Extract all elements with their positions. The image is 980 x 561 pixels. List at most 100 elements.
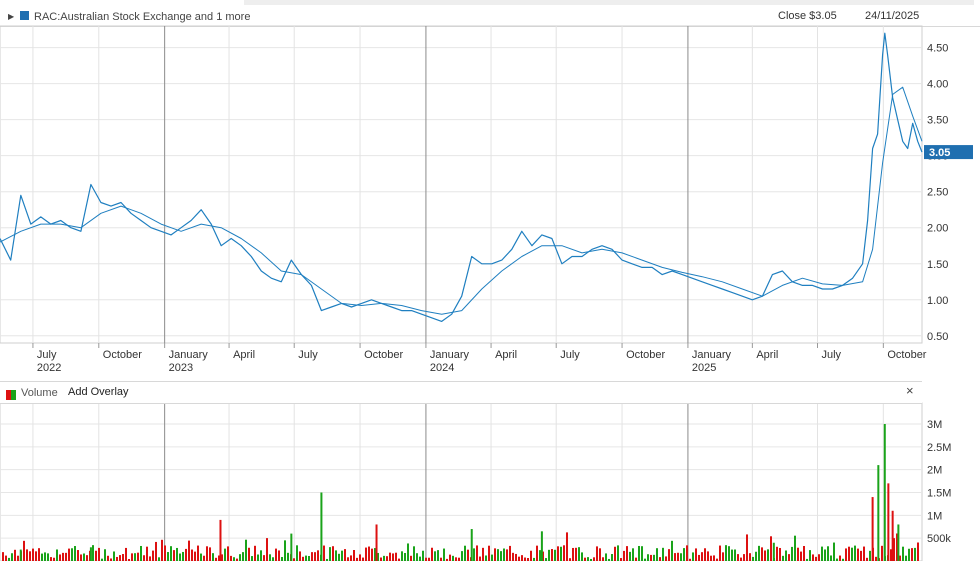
x-tick-year-label: 2024 — [430, 362, 454, 374]
volume-bar — [455, 557, 457, 561]
volume-bar — [479, 556, 481, 561]
volume-bar — [806, 558, 808, 561]
volume-bar — [95, 550, 97, 561]
volume-spike-bar — [375, 524, 378, 561]
volume-bar — [128, 558, 130, 561]
volume-bar — [638, 545, 640, 561]
volume-bar — [497, 549, 499, 561]
volume-bar — [560, 546, 562, 561]
volume-bar — [92, 545, 94, 561]
volume-bar — [590, 558, 592, 561]
volume-bar — [734, 549, 736, 561]
volume-bar — [197, 545, 199, 561]
y-tick-label: 4.00 — [927, 79, 948, 91]
volume-spike-bar — [883, 424, 886, 561]
volume-bar — [776, 546, 778, 561]
volume-tick-label: 3M — [927, 419, 942, 431]
add-overlay-button[interactable]: Add Overlay — [68, 386, 129, 398]
volume-bar — [188, 540, 190, 561]
volume-bar — [800, 551, 802, 561]
volume-bar — [116, 556, 118, 561]
y-tick-label: 0.50 — [927, 331, 948, 343]
volume-bar — [863, 546, 865, 561]
y-tick-label: 1.50 — [927, 259, 948, 271]
date-label: 24/11/2025 — [865, 10, 920, 22]
volume-bar — [533, 557, 535, 561]
volume-bar — [512, 552, 514, 561]
volume-bar — [848, 546, 850, 561]
volume-bar — [713, 555, 715, 561]
x-tick-label: July — [298, 349, 318, 361]
volume-bar — [272, 557, 274, 561]
price-lines — [0, 32, 923, 322]
volume-bar — [539, 550, 541, 561]
volume-bar — [2, 552, 4, 561]
y-tick-label: 2.00 — [927, 223, 948, 235]
volume-bar — [191, 549, 193, 561]
volume-bar — [815, 556, 817, 561]
volume-bar — [305, 555, 307, 561]
volume-bar — [164, 545, 166, 561]
volume-bar — [266, 538, 268, 561]
volume-bar — [68, 548, 70, 561]
volume-bar — [866, 557, 868, 561]
volume-bar — [332, 546, 334, 561]
volume-bar — [698, 554, 700, 561]
volume-bar — [323, 545, 325, 561]
close-panel-icon[interactable]: × — [906, 383, 914, 398]
volume-bar — [257, 554, 259, 561]
volume-bar — [26, 549, 28, 561]
volume-bar — [377, 552, 379, 561]
volume-spike-bar — [891, 510, 894, 561]
volume-bar — [704, 548, 706, 561]
volume-bar — [248, 547, 250, 561]
volume-bar — [656, 548, 658, 561]
volume-bar — [278, 550, 280, 561]
volume-bar — [299, 551, 301, 561]
header-scroll-track[interactable] — [244, 0, 974, 5]
series-color-swatch — [20, 11, 29, 20]
volume-bar — [269, 554, 271, 561]
x-tick-label: April — [756, 349, 778, 361]
volume-bar — [125, 547, 127, 561]
volume-spike-bar — [877, 465, 880, 561]
volume-bar — [98, 547, 100, 561]
volume-bar — [56, 549, 58, 561]
volume-bar — [692, 552, 694, 561]
volume-bar — [839, 555, 841, 561]
ticker-label[interactable]: RAC:Australian Stock Exchange and 1 more — [34, 11, 251, 23]
volume-bar — [689, 558, 691, 561]
volume-bar — [41, 553, 43, 561]
volume-spike-bar — [470, 529, 473, 561]
volume-spike-bar — [19, 549, 22, 561]
volume-tick-label: 2M — [927, 465, 942, 477]
volume-bar — [77, 550, 79, 561]
volume-bar — [74, 546, 76, 561]
volume-bar — [140, 545, 142, 561]
volume-bar — [50, 557, 52, 561]
volume-bar — [110, 558, 112, 561]
volume-bar — [284, 540, 286, 561]
x-tick-label: October — [626, 349, 665, 361]
last-price-badge — [924, 145, 973, 160]
volume-bar — [11, 553, 13, 561]
volume-bar — [218, 555, 220, 561]
volume-bar — [329, 547, 331, 561]
x-tick-year-label: 2025 — [692, 362, 716, 374]
y-tick-label: 3.50 — [927, 115, 948, 127]
volume-bar — [122, 554, 124, 561]
volume-bar — [647, 554, 649, 561]
volume-bar — [836, 558, 838, 561]
volume-bar — [575, 547, 577, 561]
volume-bar — [353, 549, 355, 561]
moving-average-line — [0, 86, 923, 315]
volume-grid — [0, 402, 923, 561]
volume-bar — [200, 553, 202, 561]
volume-bar — [482, 547, 484, 561]
volume-bar — [23, 540, 25, 561]
expand-triangle-icon[interactable]: ▶ — [8, 12, 15, 21]
volume-bar — [785, 550, 787, 561]
volume-bar — [29, 551, 31, 561]
volume-bar — [314, 552, 316, 561]
